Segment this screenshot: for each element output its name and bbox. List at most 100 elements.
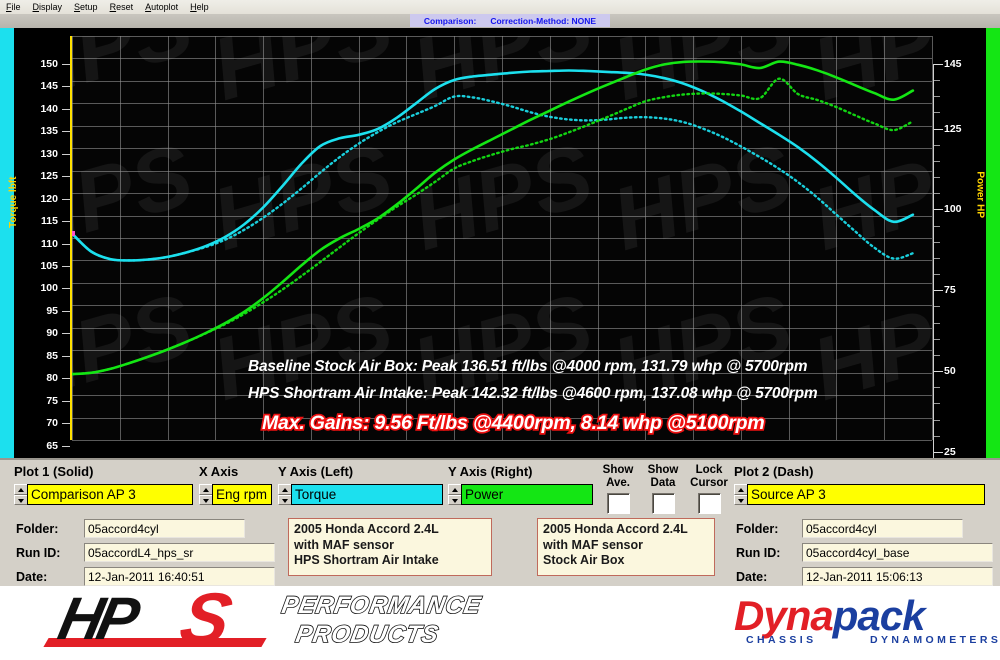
- show-ave-label-2: Ave.: [606, 477, 630, 489]
- control-panel: Plot 1 (Solid) Comparison AP 3 X Axis En…: [0, 458, 1000, 588]
- yright-label: Y Axis (Right): [448, 464, 533, 479]
- hps-logo-hp: HP: [52, 585, 141, 652]
- left-axis-title: Torque lbft: [8, 176, 19, 228]
- right-axis-line: [933, 64, 934, 468]
- show-ave-checkbox[interactable]: [607, 493, 630, 514]
- menu-item-reset[interactable]: Reset: [109, 2, 134, 12]
- left-tick-140: 140: [40, 102, 58, 115]
- plot1-select[interactable]: Comparison AP 3: [27, 484, 193, 505]
- cursor-line[interactable]: [70, 36, 72, 440]
- xaxis-select[interactable]: Eng rpm: [212, 484, 272, 505]
- right-tick-25: 25: [944, 445, 956, 458]
- curve-power-hps: [72, 60, 915, 376]
- comparison-label: Comparison:: [423, 15, 477, 26]
- right-tickmark: [934, 144, 940, 146]
- left-tick-110: 110: [41, 237, 58, 250]
- right-tickmark: [934, 112, 940, 114]
- left-tickmark: [62, 378, 70, 380]
- left-date-field[interactable]: 12-Jan-2011 16:40:51: [84, 567, 275, 586]
- left-tick-90: 90: [46, 327, 58, 340]
- right-tickmark: [934, 64, 943, 65]
- plot1-spinner[interactable]: [14, 484, 29, 505]
- show-data-checkbox[interactable]: [652, 493, 675, 514]
- right-date-field[interactable]: 12-Jan-2011 15:06:13: [802, 567, 993, 586]
- left-tickmark: [62, 310, 70, 312]
- menu-item-display[interactable]: Display: [32, 2, 63, 12]
- right-tickmark: [934, 435, 940, 437]
- dynapack-logo: Dynapack CHASSIS DYNAMOMETERS: [734, 590, 998, 648]
- dyno-chart[interactable]: Torque lbft Power HP HPS HPS HPS HPS HPS HPS H…: [0, 28, 1000, 486]
- dynapack-wordmark: Dynapack: [734, 592, 926, 640]
- right-folder-label: Folder:: [736, 522, 779, 536]
- hps-performance-text: PERFORMANCE: [279, 591, 484, 620]
- note-hps-line1: 2005 Honda Accord 2.4L: [294, 522, 439, 536]
- left-folder-field[interactable]: 05accord4cyl: [84, 519, 245, 538]
- right-tickmark: [934, 274, 940, 276]
- left-runid-field[interactable]: 05accordL4_hps_sr: [84, 543, 275, 562]
- menu-item-autoplot[interactable]: Autoplot: [145, 2, 179, 12]
- right-axis-title: Power HP: [975, 171, 986, 218]
- curve-torque-hps: [72, 69, 915, 262]
- left-tickmark: [62, 423, 70, 425]
- left-tick-65: 65: [46, 439, 58, 452]
- right-folder-field[interactable]: 05accord4cyl: [802, 519, 963, 538]
- note-stock-line1: 2005 Honda Accord 2.4L: [543, 522, 688, 536]
- left-tick-130: 130: [40, 147, 58, 160]
- show-data-label-1: Show: [647, 464, 679, 476]
- left-tickmark: [62, 64, 70, 65]
- plot2-label: Plot 2 (Dash): [734, 464, 814, 479]
- right-tick-50: 50: [944, 365, 956, 378]
- right-tickmark: [934, 354, 940, 356]
- note-box-stock: 2005 Honda Accord 2.4L with MAF sensor S…: [537, 518, 715, 576]
- left-tick-80: 80: [46, 372, 58, 385]
- right-runid-field[interactable]: 05accord4cyl_base: [802, 543, 993, 562]
- yleft-spinner[interactable]: [278, 484, 293, 505]
- annotation-max-gains: Max. Gains: 9.56 Ft/lbs @4400rpm, 8.14 w…: [260, 410, 766, 435]
- menu-item-help[interactable]: Help: [190, 2, 209, 12]
- comparison-status-bar: Comparison: Correction-Method: NONE: [410, 14, 610, 27]
- yleft-label: Y Axis (Left): [278, 464, 354, 479]
- right-tickmark: [934, 387, 940, 389]
- right-tick-125: 125: [944, 122, 962, 135]
- right-tickmark: [934, 290, 943, 292]
- left-tickmark: [62, 86, 70, 88]
- plot2-spinner[interactable]: [734, 484, 749, 505]
- lock-cursor-label-2: Cursor: [690, 477, 728, 489]
- right-tickmark: [934, 322, 940, 324]
- menu-item-file[interactable]: File: [6, 2, 21, 12]
- dynapack-dynamometers-text: DYNAMOMETERS: [870, 634, 1000, 646]
- power-axis-color-bar: [986, 28, 1000, 458]
- right-tickmark: [934, 193, 940, 195]
- right-tickmark: [934, 128, 943, 130]
- note-stock-line3: Stock Air Box: [543, 553, 625, 567]
- yright-spinner[interactable]: [448, 484, 463, 505]
- left-tickmark: [62, 131, 70, 133]
- show-ave-label-1: Show: [602, 464, 634, 476]
- right-tick-100: 100: [944, 203, 962, 216]
- left-tick-135: 135: [40, 125, 58, 138]
- menu-item-setup[interactable]: Setup: [74, 2, 98, 12]
- plot2-select[interactable]: Source AP 3: [747, 484, 985, 505]
- curve-power-stock: [72, 77, 915, 376]
- yleft-select[interactable]: Torque: [291, 484, 443, 505]
- left-tickmark: [62, 333, 70, 335]
- plot-area[interactable]: HPS HPS HPS HPS HPS HPS HPS HPS HPS HPS HPS HPS HPS H…: [72, 36, 933, 441]
- lock-cursor-checkbox[interactable]: [698, 493, 721, 514]
- dynapack-dyna: Dyna: [734, 592, 834, 639]
- right-tickmark: [934, 96, 940, 98]
- cursor-marker: [72, 231, 75, 237]
- left-tickmark: [62, 445, 70, 447]
- plot1-label: Plot 1 (Solid): [14, 464, 94, 479]
- lock-cursor-label-1: Lock: [695, 464, 723, 476]
- right-tickmark: [934, 419, 940, 421]
- left-tickmark: [62, 400, 70, 402]
- dynapack-pack: pack: [832, 592, 926, 639]
- hps-logo-s: S: [173, 579, 239, 659]
- right-tickmark: [934, 241, 940, 243]
- yright-select[interactable]: Power: [461, 484, 593, 505]
- footer-logos: HP S PERFORMANCE PRODUCTS Dynapack CHASS…: [0, 579, 1000, 659]
- xaxis-spinner[interactable]: [199, 484, 214, 505]
- hps-products-text: PRODUCTS: [293, 620, 442, 649]
- left-tick-120: 120: [40, 192, 58, 205]
- left-tick-150: 150: [40, 58, 58, 70]
